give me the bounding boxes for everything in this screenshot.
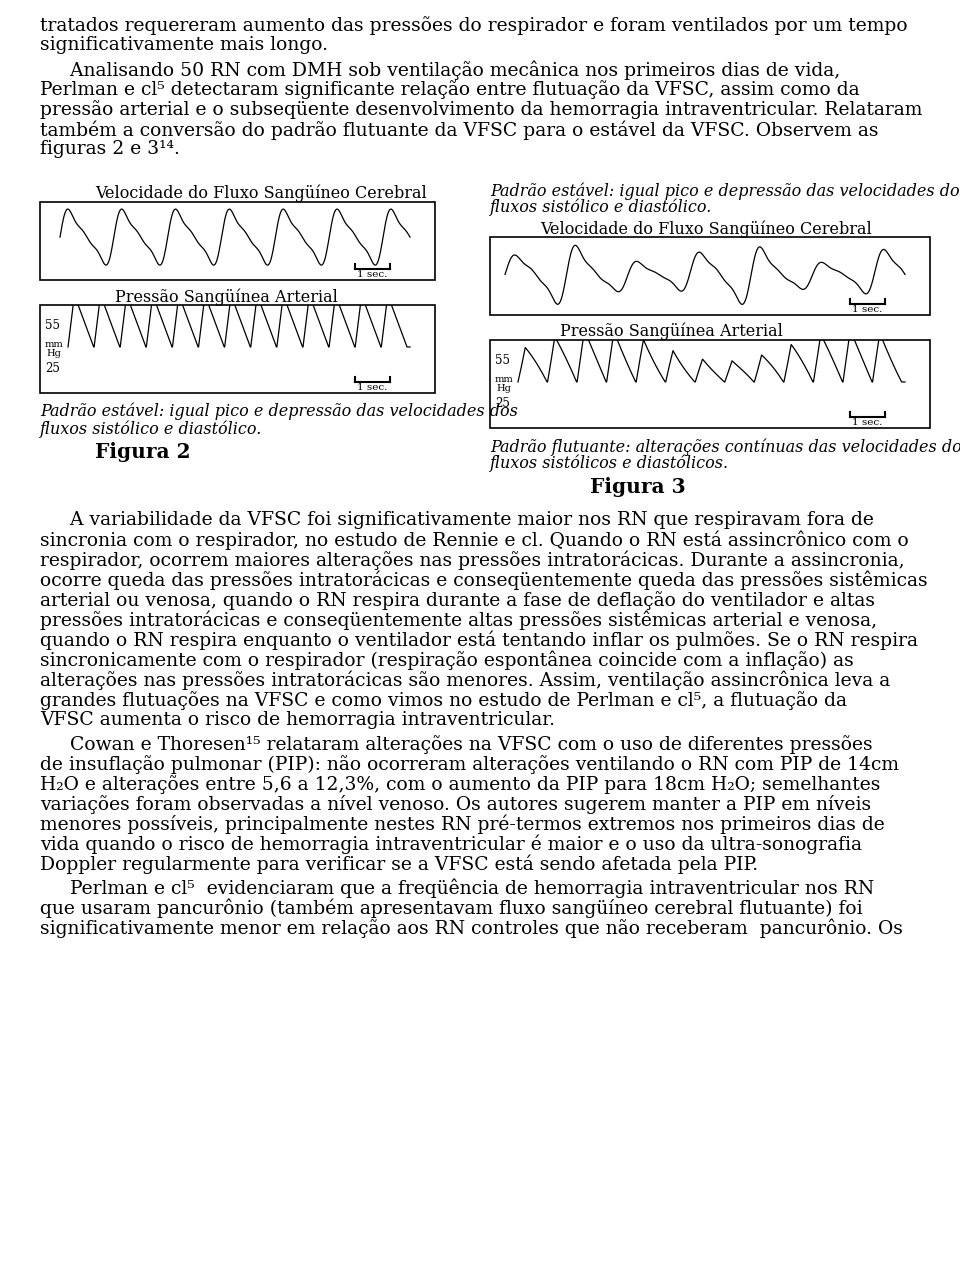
Text: Perlman e cl⁵  evidenciaram que a freqüência de hemorragia intraventricular nos : Perlman e cl⁵ evidenciaram que a freqüên… [40, 879, 875, 898]
Text: que usaram pancurônio (também apresentavam fluxo sangüíneo cerebral flutuante) f: que usaram pancurônio (também apresentav… [40, 899, 863, 919]
Text: 55: 55 [45, 319, 60, 332]
Bar [40, 305, 435, 393]
Text: quando o RN respira enquanto o ventilador está tentando inflar os pulmões. Se o : quando o RN respira enquanto o ventilado… [40, 631, 918, 650]
Text: mm
Hg: mm Hg [494, 375, 514, 393]
Text: pressões intratorácicas e conseqüentemente altas pressões sistêmicas arterial e : pressões intratorácicas e conseqüentemen… [40, 610, 877, 631]
Text: Padrão estável: igual pico e depressão das velocidades dos: Padrão estável: igual pico e depressão d… [490, 182, 960, 199]
Text: mm
Hg: mm Hg [44, 341, 63, 357]
Text: 1 sec.: 1 sec. [357, 270, 388, 279]
Text: Perlman e cl⁵ detectaram significante relação entre flutuação da VFSC, assim com: Perlman e cl⁵ detectaram significante re… [40, 80, 859, 99]
Text: de insuflação pulmonar (PIP): não ocorreram alterações ventilando o RN com PIP d: de insuflação pulmonar (PIP): não ocorre… [40, 756, 899, 774]
Text: Analisando 50 RN com DMH sob ventilação mecânica nos primeiros dias de vida,: Analisando 50 RN com DMH sob ventilação … [40, 60, 840, 80]
Bar [40, 202, 435, 280]
Text: 1 sec.: 1 sec. [357, 383, 388, 392]
Text: alterações nas pressões intratorácicas são menores. Assim, ventilação assincrôni: alterações nas pressões intratorácicas s… [40, 671, 890, 690]
Text: fluxos sistólico e diastólico.: fluxos sistólico e diastólico. [490, 198, 712, 216]
Text: sincronia com o respirador, no estudo de Rennie e cl. Quando o RN está assincrôn: sincronia com o respirador, no estudo de… [40, 531, 909, 550]
Text: arterial ou venosa, quando o RN respira durante a fase de deflação do ventilador: arterial ou venosa, quando o RN respira … [40, 591, 875, 610]
Text: fluxos sistólico e diastólico.: fluxos sistólico e diastólico. [40, 420, 262, 437]
Bar [490, 236, 930, 315]
Text: Velocidade do Fluxo Sangüíneo Cerebral: Velocidade do Fluxo Sangüíneo Cerebral [95, 184, 427, 202]
Text: Cowan e Thoresen¹⁵ relataram alterações na VFSC com o uso de diferentes pressões: Cowan e Thoresen¹⁵ relataram alterações … [40, 735, 873, 754]
Text: tratados requereram aumento das pressões do respirador e foram ventilados por um: tratados requereram aumento das pressões… [40, 15, 907, 35]
Bar [490, 341, 930, 428]
Text: significativamente mais longo.: significativamente mais longo. [40, 36, 328, 54]
Text: grandes flutuações na VFSC e como vimos no estudo de Perlman e cl⁵, a flutuação : grandes flutuações na VFSC e como vimos … [40, 691, 847, 709]
Text: Velocidade do Fluxo Sangüíneo Cerebral: Velocidade do Fluxo Sangüíneo Cerebral [540, 220, 872, 238]
Text: Pressão Sangüínea Arterial: Pressão Sangüínea Arterial [115, 288, 338, 306]
Text: Figura 3: Figura 3 [590, 477, 685, 497]
Text: menores possíveis, principalmente nestes RN pré-termos extremos nos primeiros di: menores possíveis, principalmente nestes… [40, 815, 885, 834]
Text: também a conversão do padrão flutuante da VFSC para o estável da VFSC. Observem : também a conversão do padrão flutuante d… [40, 120, 878, 140]
Text: Figura 2: Figura 2 [95, 442, 190, 463]
Text: Doppler regularmente para verificar se a VFSC está sendo afetada pela PIP.: Doppler regularmente para verificar se a… [40, 855, 758, 875]
Text: H₂O e alterações entre 5,6 a 12,3%, com o aumento da PIP para 18cm H₂O; semelhan: H₂O e alterações entre 5,6 a 12,3%, com … [40, 775, 880, 794]
Text: VFSC aumenta o risco de hemorragia intraventricular.: VFSC aumenta o risco de hemorragia intra… [40, 711, 555, 729]
Text: figuras 2 e 3¹⁴.: figuras 2 e 3¹⁴. [40, 140, 180, 158]
Text: vida quando o risco de hemorragia intraventricular é maior e o uso da ultra-sono: vida quando o risco de hemorragia intrav… [40, 835, 862, 855]
Text: 25: 25 [45, 362, 60, 375]
Text: variações foram observadas a nível venoso. Os autores sugerem manter a PIP em ní: variações foram observadas a nível venos… [40, 795, 871, 813]
Text: Padrão flutuante: alterações contínuas das velocidades dos: Padrão flutuante: alterações contínuas d… [490, 438, 960, 455]
Text: 1 sec.: 1 sec. [852, 418, 882, 427]
Text: 1 sec.: 1 sec. [852, 305, 882, 314]
Text: significativamente menor em relação aos RN controles que não receberam  pancurôn: significativamente menor em relação aos … [40, 919, 902, 938]
Text: fluxos sistólicos e diastólicos.: fluxos sistólicos e diastólicos. [490, 455, 730, 473]
Text: 55: 55 [495, 353, 510, 368]
Text: 25: 25 [495, 397, 510, 410]
Text: Padrão estável: igual pico e depressão das velocidades dos: Padrão estável: igual pico e depressão d… [40, 403, 517, 420]
Text: respirador, ocorrem maiores alterações nas pressões intratorácicas. Durante a as: respirador, ocorrem maiores alterações n… [40, 551, 904, 571]
Text: Pressão Sangüínea Arterial: Pressão Sangüínea Arterial [560, 323, 782, 341]
Text: pressão arterial e o subseqüente desenvolvimento da hemorragia intraventricular.: pressão arterial e o subseqüente desenvo… [40, 100, 923, 120]
Text: ocorre queda das pressões intratorácicas e conseqüentemente queda das pressões s: ocorre queda das pressões intratorácicas… [40, 571, 927, 591]
Text: sincronicamente com o respirador (respiração espontânea coincide com a inflação): sincronicamente com o respirador (respir… [40, 651, 853, 671]
Text: A variabilidade da VFSC foi significativamente maior nos RN que respiravam fora : A variabilidade da VFSC foi significativ… [40, 511, 874, 529]
